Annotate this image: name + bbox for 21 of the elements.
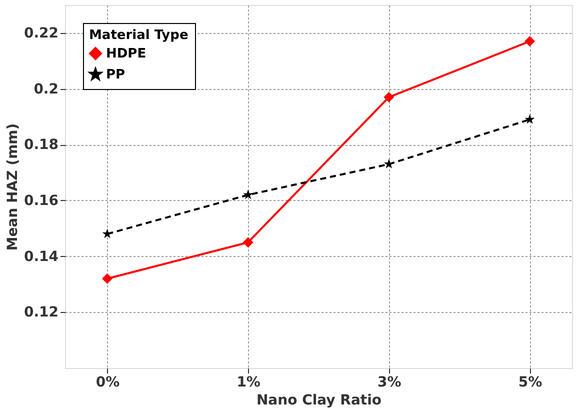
- point: [524, 36, 535, 47]
- y-tick-label: 0.12: [24, 304, 58, 321]
- legend-title: Material Type: [89, 28, 188, 43]
- point: [524, 114, 535, 124]
- x-tick-label: 0%: [96, 374, 120, 390]
- point: [242, 237, 254, 248]
- point: [384, 92, 394, 102]
- y-tick-label: 0.16: [24, 192, 58, 209]
- y-tick-label: 0.22: [24, 25, 58, 42]
- y-tick-label: 0.18: [24, 137, 58, 154]
- x-tick-label: 1%: [236, 374, 260, 390]
- y-tick-label: 0.2: [34, 81, 58, 98]
- x-axis-title: Nano Clay Ratio: [256, 392, 382, 408]
- x-tick-label: 5%: [518, 374, 542, 390]
- legend-label: HDPE: [106, 46, 146, 62]
- point: [243, 190, 254, 200]
- legend-label: PP: [106, 68, 126, 82]
- y-axis-title: Mean HAZ (mm): [4, 123, 21, 251]
- point: [102, 273, 112, 284]
- x-tick-label: 3%: [378, 374, 402, 390]
- y-tick-label: 0.14: [24, 248, 59, 265]
